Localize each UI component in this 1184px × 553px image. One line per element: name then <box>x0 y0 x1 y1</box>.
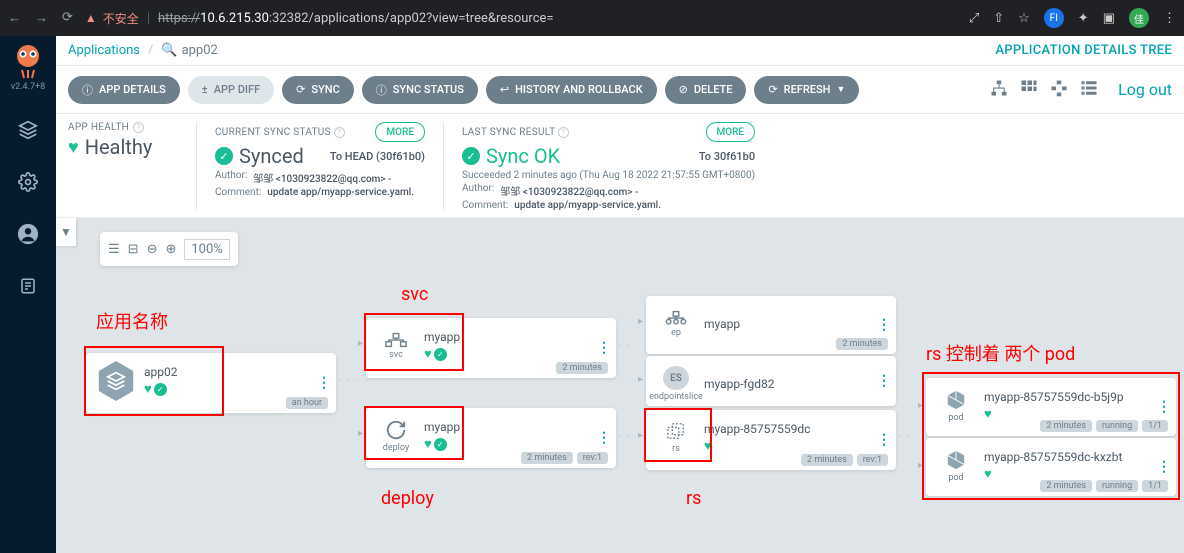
list-view-icon[interactable] <box>1080 79 1098 101</box>
delete-button[interactable]: ⊘ DELETE <box>665 76 747 104</box>
translate-icon[interactable]: ⤢ <box>969 11 979 26</box>
url-bar[interactable]: ▲ 不安全 | https://10.6.215.30:32382/applic… <box>85 10 957 27</box>
tree-view-icon[interactable] <box>990 79 1008 101</box>
node-app[interactable]: app02 ♥✓ ⋮ an hour <box>86 353 336 413</box>
health-block: APP HEALTH ? ♥Healthy <box>68 122 178 211</box>
node-menu-icon[interactable]: ⋮ <box>597 430 610 446</box>
extensions-icon[interactable]: ✦ <box>1078 11 1089 26</box>
arrow-icon: ▸ <box>638 430 643 441</box>
app-details-button[interactable]: ⓘ APP DETAILS <box>68 76 180 104</box>
network-view-icon[interactable] <box>1050 79 1068 101</box>
annotation-label: rs 控制着 两个 pod <box>926 340 1075 366</box>
version-label: v2.4.7+8 <box>11 82 45 92</box>
node-pod1[interactable]: pod myapp-85757559dc-b5j9p ♥ ⋮ 2 minutes… <box>926 378 1176 436</box>
back-icon[interactable]: ← <box>8 10 21 26</box>
annotation-label: svc <box>401 284 428 305</box>
node-pod2[interactable]: pod myapp-85757559dc-kxzbt ♥ ⋮ 2 minutes… <box>926 438 1176 496</box>
last-sync-block: LAST SYNC RESULT ?MORE ✓Sync OKTo 30f61b… <box>462 122 755 211</box>
logout-link[interactable]: Log out <box>1118 80 1172 99</box>
reload-icon[interactable]: ⟳ <box>62 10 73 26</box>
user-icon[interactable] <box>14 220 42 248</box>
edge: · · <box>618 341 632 352</box>
arrow-icon: ▸ <box>358 428 363 439</box>
filter-icon[interactable]: ▼ <box>56 218 76 246</box>
arrow-icon: ▸ <box>918 460 923 471</box>
node-ep[interactable]: ep myapp ⋮ 2 minutes <box>646 296 896 354</box>
node-menu-icon[interactable]: ⋮ <box>877 317 890 333</box>
layout-h-icon[interactable]: ☰ <box>108 242 120 257</box>
node-menu-icon[interactable]: ⋮ <box>877 432 890 448</box>
star-icon[interactable]: ☆ <box>1018 11 1030 26</box>
menu-icon[interactable]: ⋮ <box>1163 11 1176 26</box>
action-bar: ⓘ APP DETAILS ± APP DIFF ⟳ SYNC ⓘ SYNC S… <box>56 66 1184 114</box>
nav-controls: ← → ⟳ <box>8 10 73 26</box>
profile-avatar[interactable]: 佳 <box>1129 8 1149 28</box>
node-deploy[interactable]: deploy myapp ♥✓ ⋮ 2 minutesrev:1 <box>366 408 616 468</box>
node-rs[interactable]: rs myapp-85757559dc ♥ ⋮ 2 minutesrev:1 <box>646 410 896 470</box>
breadcrumb-apps[interactable]: Applications <box>68 43 140 58</box>
node-menu-icon[interactable]: ⋮ <box>877 373 890 389</box>
zoom-level: 100% <box>184 239 229 260</box>
sync-button[interactable]: ⟳ SYNC <box>282 76 354 104</box>
node-menu-icon[interactable]: ⋮ <box>1157 399 1170 415</box>
browser-chrome: ← → ⟳ ▲ 不安全 | https://10.6.215.30:32382/… <box>0 0 1184 36</box>
edge: · · <box>618 432 632 443</box>
zoom-controls: ☰ ⊟ ⊖ ⊕ 100% <box>100 232 238 266</box>
layers-icon <box>96 361 136 401</box>
heart-icon: ♥ <box>68 137 79 158</box>
arrow-icon: ▸ <box>638 316 643 327</box>
settings-icon[interactable] <box>14 168 42 196</box>
window-icon[interactable]: ▣ <box>1103 11 1115 26</box>
check-icon: ✓ <box>462 147 480 165</box>
node-menu-icon[interactable]: ⋮ <box>597 340 610 356</box>
arrow-icon: ▸ <box>358 338 363 349</box>
insecure-badge: ▲ 不安全 <box>85 10 139 27</box>
sync-more-button[interactable]: MORE <box>375 122 425 142</box>
sync-status-button[interactable]: ⓘ SYNC STATUS <box>362 76 478 104</box>
edge: · · · · <box>338 376 370 387</box>
refresh-button[interactable]: ⟳ REFRESH ▼ <box>754 76 859 104</box>
annotation-label: 应用名称 <box>96 308 168 334</box>
node-menu-icon[interactable]: ⋮ <box>1157 459 1170 475</box>
sidebar: v2.4.7+8 <box>0 36 56 553</box>
tree-canvas[interactable]: ▼ ☰ ⊟ ⊖ ⊕ 100% app02 ♥✓ ⋮ an hour svc <box>56 218 1184 553</box>
url-text: https://10.6.215.30:32382/applications/a… <box>158 11 554 26</box>
app-root: v2.4.7+8 Applications / 🔍 app02 APPLICAT… <box>0 36 1184 553</box>
node-es[interactable]: ESendpointslice myapp-fgd82 ⋮ <box>646 356 896 406</box>
grid-view-icon[interactable] <box>1020 79 1038 101</box>
node-svc[interactable]: svc myapp ♥✓ ⋮ 2 minutes <box>366 318 616 378</box>
layout-v-icon[interactable]: ⊟ <box>128 242 139 257</box>
browser-extensions: ⤢ ⇧ ☆ FI ✦ ▣ 佳 ⋮ <box>969 8 1176 28</box>
app-diff-button[interactable]: ± APP DIFF <box>188 76 274 104</box>
page-title: APPLICATION DETAILS TREE <box>995 43 1172 58</box>
zoom-out-icon[interactable]: ⊖ <box>147 242 158 257</box>
breadcrumb: Applications / 🔍 app02 APPLICATION DETAI… <box>56 36 1184 66</box>
check-icon: ✓ <box>215 147 233 165</box>
status-row: APP HEALTH ? ♥Healthy CURRENT SYNC STATU… <box>56 114 1184 218</box>
history-button[interactable]: ↩ HISTORY AND ROLLBACK <box>486 76 657 104</box>
main-content: Applications / 🔍 app02 APPLICATION DETAI… <box>56 36 1184 553</box>
stack-icon[interactable] <box>14 116 42 144</box>
lastsync-more-button[interactable]: MORE <box>706 122 756 142</box>
breadcrumb-app[interactable]: 🔍 app02 <box>161 43 217 58</box>
view-switcher: Log out <box>990 79 1172 101</box>
breadcrumb-sep: / <box>148 43 153 58</box>
docs-icon[interactable] <box>14 272 42 300</box>
node-menu-icon[interactable]: ⋮ <box>317 375 330 391</box>
ext-f-icon[interactable]: FI <box>1044 8 1064 28</box>
share-icon[interactable]: ⇧ <box>993 11 1004 26</box>
forward-icon[interactable]: → <box>35 10 48 26</box>
sync-status-block: CURRENT SYNC STATUS ?MORE ✓SyncedTo HEAD… <box>215 122 425 211</box>
arrow-icon: ▸ <box>918 400 923 411</box>
annotation-label: rs <box>686 488 701 509</box>
arrow-icon: ▸ <box>638 374 643 385</box>
annotation-label: deploy <box>381 488 434 509</box>
zoom-in-icon[interactable]: ⊕ <box>165 242 176 257</box>
argo-logo[interactable] <box>8 40 48 80</box>
edge: · · <box>898 432 912 443</box>
